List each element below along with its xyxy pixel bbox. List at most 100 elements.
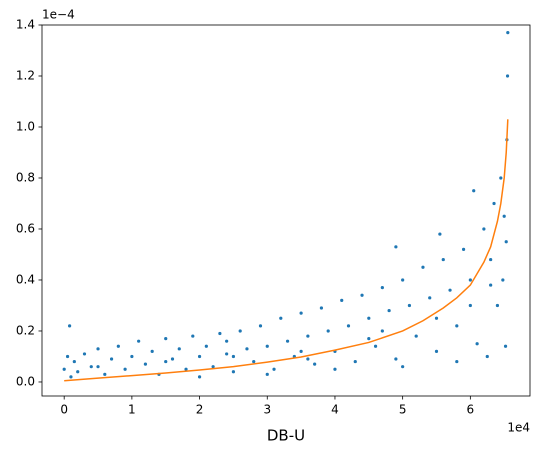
scatter-point — [407, 303, 412, 308]
scatter-point — [505, 74, 510, 78]
scatter-point — [319, 306, 324, 310]
scatter-point — [76, 370, 80, 374]
scatter-point — [401, 365, 405, 369]
scatter-point — [123, 367, 127, 371]
scatter-point — [69, 375, 73, 379]
scatter-point — [434, 316, 439, 320]
scatter-point — [306, 334, 310, 338]
scatter-point — [503, 344, 508, 348]
scatter-point — [373, 344, 378, 348]
x-tick-label: 4 — [331, 403, 339, 417]
axes-frame — [41, 24, 531, 397]
scatter-point — [482, 227, 486, 231]
scatter-point — [504, 240, 508, 244]
x-offset-label: 1e4 — [507, 421, 530, 435]
scatter-point — [472, 189, 476, 193]
scatter-point — [299, 311, 303, 315]
scatter-point — [468, 303, 472, 308]
scatter-point — [89, 365, 93, 369]
scatter-point — [231, 370, 236, 374]
scatter-point — [367, 337, 371, 341]
scatter-point — [333, 367, 337, 371]
scatter-point — [299, 349, 303, 353]
scatter-point — [441, 257, 445, 262]
scatter-point — [394, 245, 398, 249]
x-axis-label: DB-U — [267, 427, 305, 445]
scatter-point — [428, 296, 432, 300]
scatter-point — [506, 31, 510, 35]
scatter-point — [252, 359, 256, 364]
scatter-point — [313, 362, 317, 366]
x-tick-label: 3 — [263, 403, 271, 417]
plot-area — [62, 31, 510, 382]
scatter-point — [137, 339, 141, 343]
scatter-point — [495, 303, 500, 308]
y-tick-label: 0.6 — [16, 221, 35, 235]
scatter-point — [414, 334, 418, 338]
scatter-point — [475, 342, 479, 346]
scatter-point — [501, 278, 505, 282]
scatter-point — [455, 359, 459, 364]
scatter-point — [65, 354, 70, 359]
scatter-point — [367, 316, 371, 320]
scatter-point — [285, 339, 290, 343]
scatter-point — [340, 298, 344, 302]
scatter-point — [177, 347, 181, 351]
scatter-point — [204, 344, 208, 348]
scatter-point — [218, 331, 222, 336]
scatter-point — [130, 354, 134, 359]
scatter-point — [346, 324, 351, 328]
scatter-point — [438, 232, 442, 236]
y-tick-label: 0.2 — [16, 323, 35, 337]
scatter-point — [82, 352, 87, 356]
y-offset-label: 1e−4 — [42, 8, 75, 22]
scatter-point — [353, 359, 357, 364]
scatter-point — [380, 329, 384, 333]
scatter-point — [143, 362, 148, 366]
scatter-point — [67, 324, 72, 328]
scatter-point — [184, 367, 188, 371]
y-tick-label: 1.2 — [16, 68, 35, 82]
x-tick-label: 1 — [128, 403, 136, 417]
y-tick-label: 0.4 — [16, 272, 35, 286]
scatter-point — [380, 286, 384, 290]
scatter-point — [387, 308, 391, 313]
scatter-point — [164, 337, 168, 341]
x-tick-label: 2 — [196, 403, 204, 417]
scatter-point — [468, 278, 472, 282]
scatter-point — [191, 334, 195, 338]
scatter-point — [279, 316, 283, 320]
scatter-point — [421, 265, 425, 269]
x-tick-label: 5 — [399, 403, 407, 417]
scatter-point — [265, 372, 269, 376]
x-tick-label: 6 — [467, 403, 475, 417]
scatter-point — [62, 367, 66, 371]
scatter-point — [492, 201, 496, 206]
scatter-point — [448, 288, 452, 292]
scatter-point — [109, 357, 114, 361]
x-tick-label: 0 — [60, 403, 68, 417]
scatter-point — [502, 214, 506, 218]
scatter-point — [272, 367, 276, 371]
line — [64, 119, 509, 382]
scatter-point — [72, 359, 76, 364]
y-tick-label: 0.0 — [16, 374, 35, 388]
scatter-point — [245, 347, 249, 351]
scatter-point — [461, 247, 466, 251]
scatter-point — [150, 349, 154, 353]
scatter-point — [485, 354, 489, 359]
scatter-point — [225, 352, 229, 356]
scatter-point — [225, 339, 229, 343]
scatter-point — [265, 344, 269, 348]
scatter-point — [238, 329, 242, 333]
scatter-point — [197, 375, 202, 379]
scatter-point — [103, 372, 107, 376]
scatter-point — [96, 347, 100, 351]
scatter-point — [231, 354, 236, 359]
scatter-point — [197, 354, 202, 359]
scatter-point — [489, 257, 493, 262]
scatter-point — [394, 357, 398, 361]
scatter-point — [489, 283, 493, 287]
